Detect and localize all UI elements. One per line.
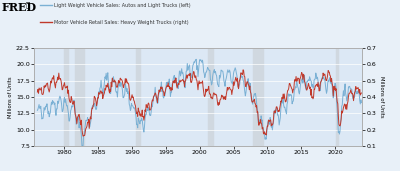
Bar: [336, 48, 338, 146]
Bar: [136, 48, 140, 146]
Bar: [208, 48, 212, 146]
Text: Light Weight Vehicle Sales: Autos and Light Trucks (left): Light Weight Vehicle Sales: Autos and Li…: [54, 3, 191, 8]
Y-axis label: Millions of Units: Millions of Units: [8, 76, 13, 118]
Bar: [253, 48, 263, 146]
Y-axis label: Millions of Units: Millions of Units: [379, 76, 384, 118]
Text: Motor Vehicle Retail Sales: Heavy Weight Trucks (right): Motor Vehicle Retail Sales: Heavy Weight…: [54, 20, 189, 25]
Text: 📈: 📈: [26, 2, 30, 8]
Text: FRED: FRED: [2, 2, 37, 13]
Bar: [74, 48, 84, 146]
Bar: [64, 48, 68, 146]
